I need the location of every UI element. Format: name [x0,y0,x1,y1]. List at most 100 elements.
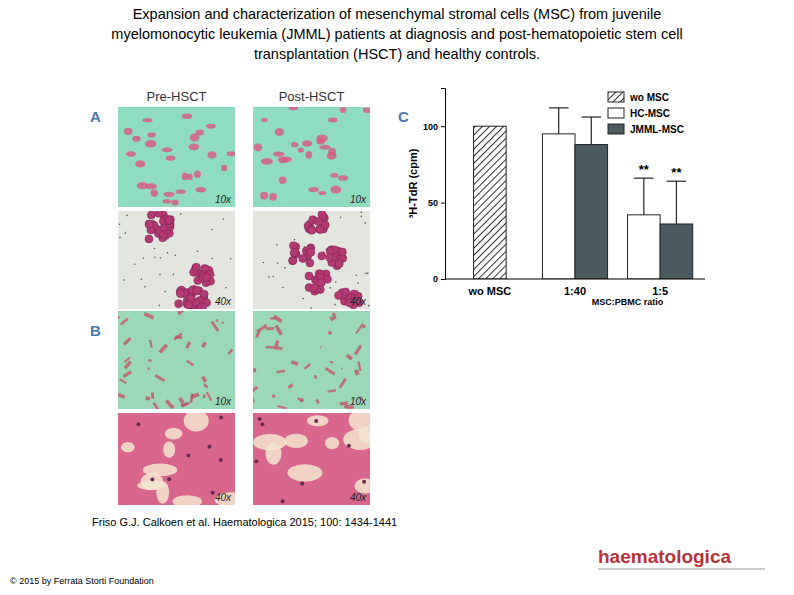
cell [187,361,194,366]
cell [191,394,193,403]
cell [325,437,339,449]
cell [179,311,187,314]
nucleus [186,454,190,458]
cell [277,371,285,372]
cell [194,171,201,179]
cell [291,362,298,364]
nucleus [150,478,154,482]
tick: 50 [428,198,445,208]
cell [120,379,127,383]
cell [342,288,350,296]
tick-label: 1:5 [652,285,668,297]
cell [121,319,128,325]
nucleus [167,477,171,481]
legend-label: JMML-MSC [630,124,684,135]
cell [145,183,157,189]
cell [227,151,235,156]
cell [124,338,131,344]
legend-label: wo MSC [629,92,669,103]
cell [203,377,206,382]
axis-line [445,279,705,280]
y-axis: 050100 [423,89,446,285]
debris [154,248,156,250]
cell [310,284,318,292]
cell [261,118,268,122]
debris [213,274,215,276]
cell [279,177,287,184]
nucleus [300,482,304,486]
cell [155,375,164,381]
cell [306,259,314,267]
cell [355,345,361,354]
tick: 0 [433,274,445,284]
cell [253,393,254,402]
cell [305,151,312,159]
debris [211,229,213,231]
tick: 1:5 [652,279,668,297]
cell [182,172,189,180]
debris [178,302,180,304]
debris [143,257,145,259]
debris [329,287,331,289]
cell [318,252,326,260]
cell [164,192,175,197]
cell [319,145,330,150]
debris [323,252,325,254]
cell [307,248,315,256]
legend-label: HC-MSC [630,108,670,119]
cell [316,225,324,233]
cell [340,401,348,405]
panel-label: C [398,108,409,125]
debris [167,252,169,254]
cell [192,263,200,271]
cell [276,325,281,334]
cell [260,192,268,200]
nucleus [314,419,318,423]
cell [145,396,150,400]
debris [225,287,227,289]
cell [335,260,343,268]
error-stem [643,178,644,215]
debris [125,232,127,234]
cell [163,199,172,203]
error-cap [667,181,687,182]
cell [202,274,210,282]
debris [277,262,279,264]
debris [230,258,232,260]
cell [328,118,337,123]
debris [294,239,296,241]
slide-title: myelomonocytic leukemia (JMML) patients … [111,26,682,42]
cell [118,394,125,398]
cell [308,226,316,234]
cell [359,426,370,442]
cell [142,118,152,122]
cell [319,346,322,348]
nucleus [281,499,285,503]
debris [206,295,208,297]
debris [368,305,370,307]
cell [277,406,286,409]
debris [159,304,161,306]
cell [184,413,209,431]
cell [284,434,308,448]
cell [356,324,363,334]
cell [274,316,282,321]
debris [144,286,146,288]
debris [302,298,304,300]
error-bar [667,181,687,224]
cell [326,254,334,262]
micrograph-background [253,107,370,207]
error-stem [676,181,677,224]
cell [196,187,206,192]
bar [628,215,661,279]
cell [318,191,326,195]
cell [200,290,208,298]
nucleus [219,416,223,420]
micrograph-background [118,211,235,309]
cell [289,242,297,250]
cell [216,320,219,322]
cell [291,249,299,257]
cell [363,325,364,327]
cell [356,370,358,375]
magnification: 10x [215,396,232,407]
